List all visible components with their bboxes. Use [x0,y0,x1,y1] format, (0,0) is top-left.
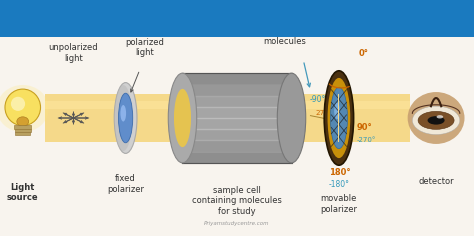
Text: Priyamstudycentre.com: Priyamstudycentre.com [204,220,270,226]
Ellipse shape [11,97,25,111]
Text: 0°: 0° [359,49,369,58]
Ellipse shape [324,71,354,165]
Text: fixed
polarizer: fixed polarizer [107,174,144,194]
FancyBboxPatch shape [14,125,31,129]
Ellipse shape [412,106,460,135]
Ellipse shape [120,105,126,122]
Ellipse shape [114,83,137,153]
Text: 180°: 180° [328,168,350,177]
FancyBboxPatch shape [15,129,31,132]
FancyBboxPatch shape [45,101,410,109]
FancyBboxPatch shape [45,94,410,142]
Text: 90°: 90° [357,123,373,132]
Text: movable
polarizer: movable polarizer [320,194,357,214]
Ellipse shape [168,73,197,163]
Ellipse shape [328,78,350,158]
Ellipse shape [174,89,191,147]
Text: -90°: -90° [310,95,326,104]
Ellipse shape [118,93,133,143]
FancyBboxPatch shape [182,73,292,163]
Text: detector: detector [418,177,454,186]
Circle shape [428,116,445,125]
Ellipse shape [5,89,40,126]
Text: Instrumentation of polarimetry: Instrumentation of polarimetry [96,10,378,27]
Text: Optical rotation due to
molecules: Optical rotation due to molecules [237,27,332,46]
Circle shape [437,115,443,118]
Ellipse shape [0,85,49,132]
Text: -270°: -270° [356,137,375,143]
Ellipse shape [334,103,340,119]
Text: Linearly
polarized
light: Linearly polarized light [125,28,164,57]
Text: unpolarized
light: unpolarized light [49,43,98,63]
FancyBboxPatch shape [0,0,474,37]
Text: Light
source: Light source [7,183,38,202]
Text: sample cell
containing molecules
for study: sample cell containing molecules for stu… [192,186,282,215]
Ellipse shape [114,85,132,151]
Ellipse shape [17,117,28,126]
Text: -180°: -180° [329,180,350,189]
Ellipse shape [330,87,347,149]
FancyBboxPatch shape [15,132,30,135]
FancyBboxPatch shape [338,94,339,142]
Text: 270: 270 [315,110,329,116]
Ellipse shape [277,73,306,163]
Circle shape [418,111,454,129]
Ellipse shape [408,92,465,144]
